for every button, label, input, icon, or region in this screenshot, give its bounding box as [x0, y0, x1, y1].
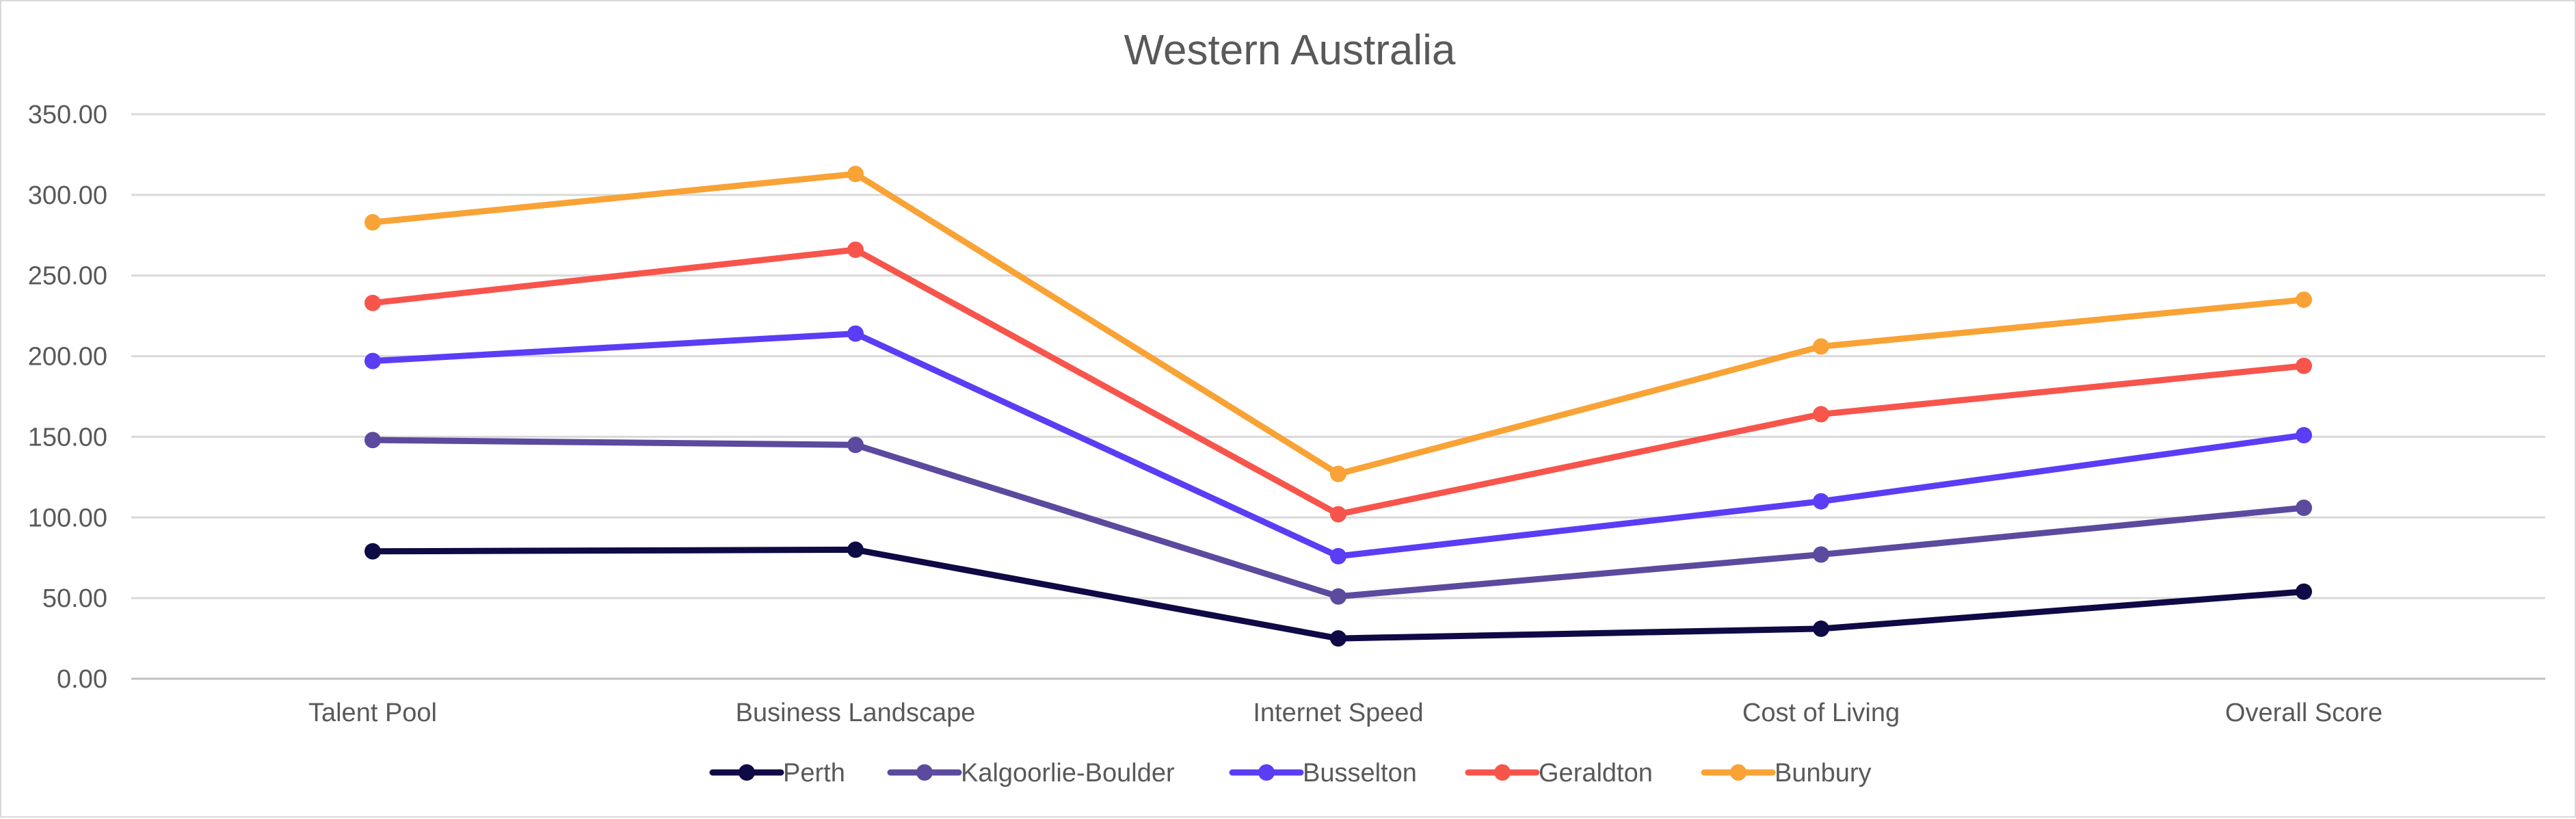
- series-bunbury: [364, 166, 2312, 482]
- data-point: [1330, 588, 1346, 605]
- data-point: [364, 352, 381, 369]
- y-tick-label: 50.00: [42, 584, 107, 613]
- series-geraldton: [364, 242, 2312, 523]
- data-point: [1813, 406, 1829, 423]
- series-line: [369, 170, 2307, 478]
- legend-item: Bunbury: [1701, 759, 1872, 788]
- legend-label: Geraldton: [1539, 759, 1653, 788]
- legend-swatch-marker: [1494, 764, 1511, 781]
- x-axis: Talent Pool Business Landscape Internet Sp…: [308, 699, 2382, 727]
- data-point: [1330, 465, 1346, 482]
- y-tick-label: 300.00: [28, 181, 107, 210]
- data-point: [1330, 630, 1346, 647]
- chart-title: Western Australia: [1124, 27, 1456, 74]
- y-tick-label: 150.00: [28, 423, 107, 452]
- legend-label: Kalgoorlie-Boulder: [961, 759, 1175, 788]
- y-tick-label: 350.00: [28, 101, 107, 129]
- legend-item: Kalgoorlie-Boulder: [887, 759, 1175, 788]
- data-point: [2296, 499, 2312, 517]
- data-point: [364, 213, 381, 231]
- data-point: [1330, 506, 1346, 523]
- data-point: [2296, 583, 2312, 600]
- data-point: [1813, 493, 1829, 510]
- data-point: [847, 541, 864, 558]
- legend-swatch-marker: [916, 764, 933, 781]
- data-point: [2296, 357, 2312, 374]
- data-point: [847, 437, 864, 454]
- y-tick-label: 100.00: [28, 504, 107, 532]
- data-point: [364, 294, 381, 311]
- data-point: [1813, 338, 1829, 355]
- legend-item: Busselton: [1229, 759, 1417, 788]
- series-perth: [364, 541, 2312, 647]
- y-tick-label: 200.00: [28, 343, 107, 372]
- data-point: [2296, 291, 2312, 309]
- y-axis: 0.00 50.00 100.00 150.00 200.00 250.00 300.00 3…: [28, 101, 107, 694]
- data-point: [364, 543, 381, 560]
- legend-label: Perth: [783, 759, 845, 788]
- legend-label: Bunbury: [1775, 759, 1872, 788]
- legend-item: Perth: [709, 759, 845, 788]
- legend-item: Geraldton: [1465, 759, 1653, 788]
- data-point: [847, 325, 864, 342]
- data-point: [1813, 620, 1829, 637]
- y-tick-label: 0.00: [57, 665, 107, 694]
- legend-swatch-marker: [1730, 764, 1747, 781]
- legend-label: Busselton: [1303, 759, 1417, 788]
- series-kalgoorlie-boulder: [364, 432, 2312, 605]
- x-tick-label: Overall Score: [2225, 699, 2382, 727]
- x-tick-label: Cost of Living: [1742, 699, 1900, 727]
- data-point: [847, 166, 864, 183]
- legend: Perth Kalgoorlie-Boulder Busselton Geraldto…: [709, 759, 1872, 788]
- x-tick-label: Business Landscape: [736, 699, 976, 727]
- series-layer: [364, 166, 2312, 647]
- data-point: [1330, 547, 1346, 564]
- legend-swatch-marker: [739, 764, 755, 781]
- data-point: [1813, 546, 1829, 563]
- x-tick-label: Internet Speed: [1253, 699, 1423, 727]
- series-busselton: [364, 325, 2312, 564]
- data-point: [2296, 427, 2312, 444]
- legend-swatch-marker: [1258, 764, 1275, 781]
- data-point: [847, 242, 864, 258]
- x-tick-label: Talent Pool: [308, 699, 437, 727]
- y-tick-label: 250.00: [28, 262, 107, 291]
- data-point: [364, 432, 381, 449]
